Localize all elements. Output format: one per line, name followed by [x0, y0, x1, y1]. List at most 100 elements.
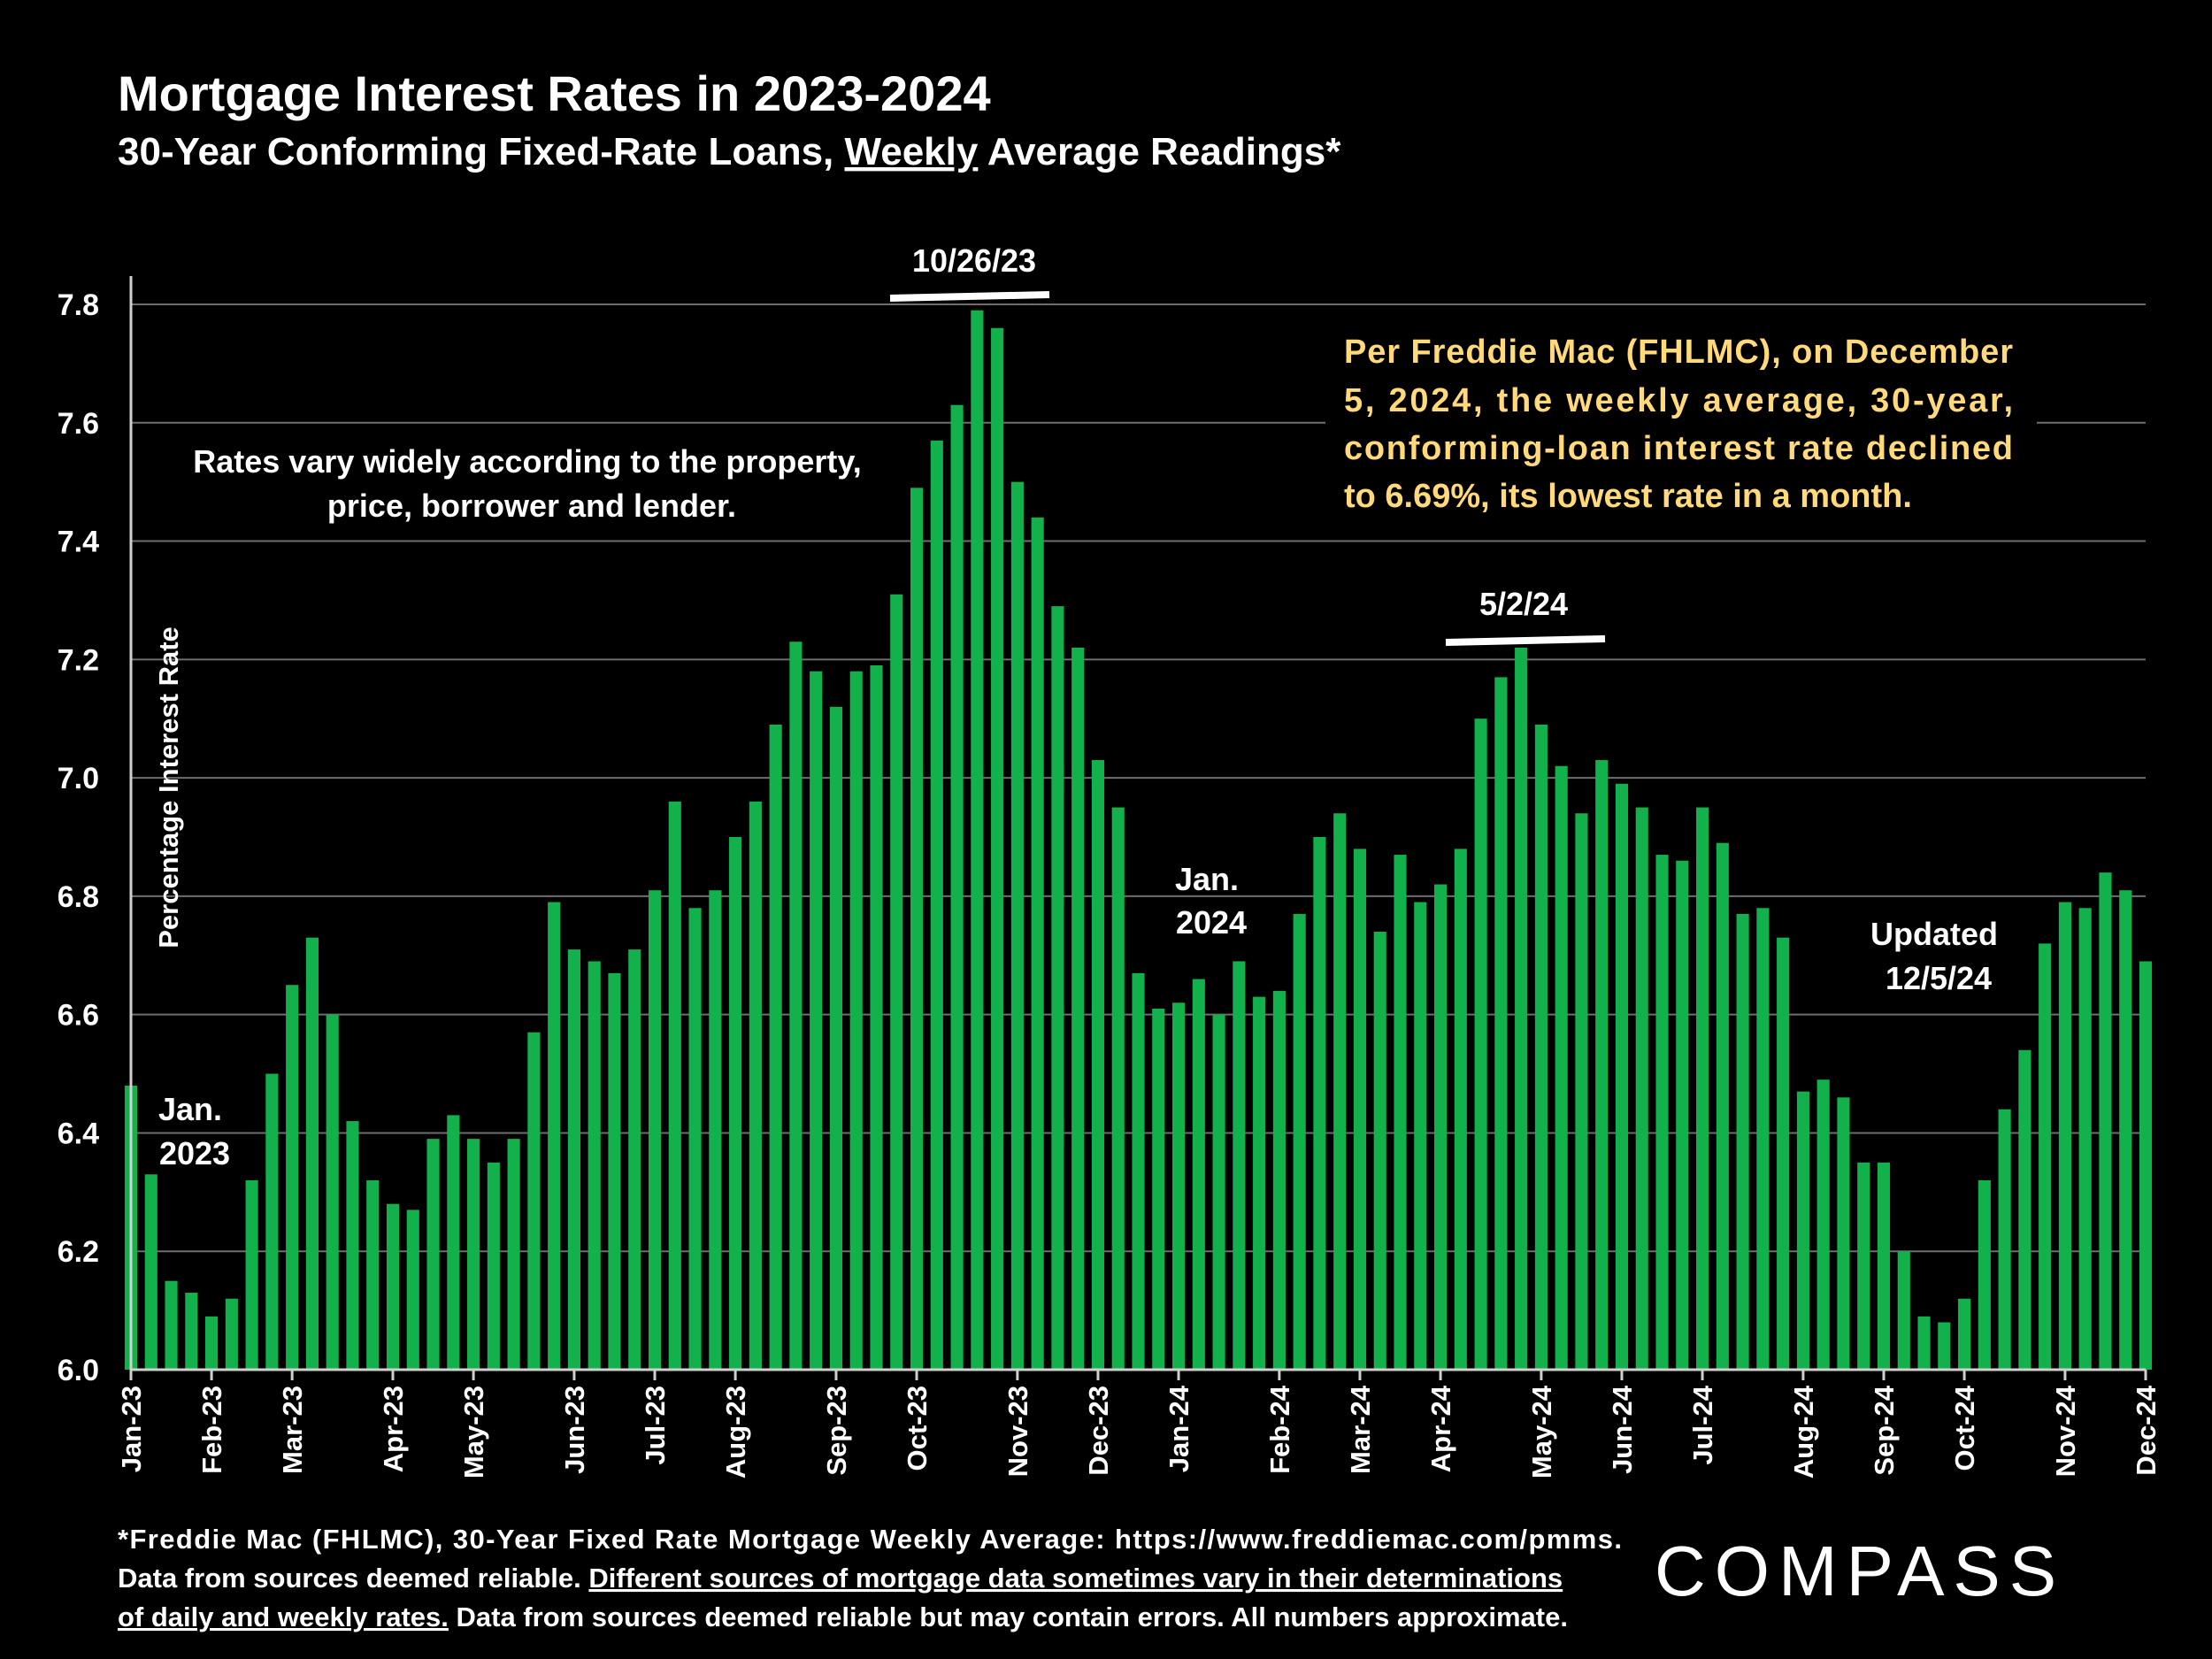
peak-0524-marker: [1445, 635, 1606, 646]
compass-logo: COMPASS: [1655, 1532, 2065, 1610]
x-tick-label: Jul-24: [1687, 1385, 1718, 1464]
bar: [1796, 1091, 1809, 1370]
bar: [1494, 677, 1508, 1370]
x-tick-label: Jun-23: [559, 1386, 590, 1474]
jan-2024-label: Jan. 2024: [1175, 861, 1248, 941]
bar: [769, 724, 782, 1370]
bar: [870, 665, 883, 1370]
bar: [1010, 481, 1024, 1370]
bar: [2078, 908, 2092, 1370]
bar: [1433, 884, 1448, 1370]
bar: [971, 310, 984, 1370]
bar: [346, 1121, 359, 1370]
bar: [950, 404, 964, 1370]
bar: [1615, 783, 1629, 1370]
bar: [588, 961, 601, 1370]
y-tick-label: 7.8: [58, 288, 99, 322]
x-tick-label: Sep-24: [1869, 1385, 1900, 1475]
x-tick-label: May-24: [1526, 1385, 1557, 1479]
footer-line-2-plain: Data from sources deemed reliable.: [118, 1563, 588, 1594]
x-tick-label: Aug-23: [720, 1386, 751, 1479]
y-tick-label: 7.6: [58, 407, 99, 441]
subtitle-part-3: Average Readings*: [978, 130, 1341, 173]
bar: [648, 890, 662, 1370]
freddie-note-line-1: Per Freddie Mac (FHLMC), on December: [1344, 334, 2013, 371]
bar: [709, 890, 722, 1370]
bar: [1897, 1251, 1910, 1370]
x-tick-label: Dec-24: [2131, 1385, 2162, 1475]
bar: [1978, 1179, 1991, 1370]
bar: [668, 801, 681, 1370]
x-tick-label: Oct-24: [1949, 1385, 1980, 1471]
bar: [2018, 1049, 2032, 1370]
footer-line-3-plain: Data from sources deemed reliable but ma…: [449, 1601, 1568, 1632]
x-axis: Jan-23 Feb-23 Mar-23 Apr-23 May-23 Jun-23 Jul-…: [116, 276, 2162, 1479]
bar: [810, 671, 823, 1370]
bar: [1192, 979, 1205, 1370]
bar: [326, 1014, 339, 1370]
bar: [1373, 932, 1386, 1370]
bar: [1353, 849, 1367, 1370]
bar: [406, 1210, 419, 1370]
bar: [1111, 807, 1125, 1370]
bar: [628, 949, 641, 1370]
bar: [1917, 1316, 1931, 1370]
bar: [1515, 647, 1528, 1370]
bar: [265, 1073, 279, 1370]
x-tick-label: Feb-24: [1264, 1385, 1295, 1474]
bar: [447, 1115, 460, 1370]
bar: [245, 1179, 258, 1370]
bar: [1071, 647, 1085, 1370]
bar: [185, 1293, 198, 1370]
bar: [910, 488, 924, 1370]
bar: [1958, 1298, 1971, 1370]
y-tick-label: 6.8: [58, 880, 99, 914]
bars: [124, 310, 2153, 1370]
bar: [366, 1179, 380, 1370]
peak-0524-label: 5/2/24: [1479, 586, 1568, 622]
chart-title: Mortgage Interest Rates in 2023-2024: [118, 65, 991, 121]
bar: [165, 1280, 178, 1370]
bar: [386, 1203, 400, 1370]
bar: [1333, 813, 1347, 1370]
bar: [1293, 913, 1306, 1370]
bar: [144, 1174, 157, 1370]
bar: [286, 985, 299, 1370]
x-tick-label: Apr-24: [1425, 1385, 1456, 1472]
y-tick-label: 6.0: [58, 1354, 99, 1387]
bar: [1938, 1322, 1951, 1370]
jan-2023-label: Jan. 2023: [158, 1091, 231, 1171]
x-tick-label: Jan-23: [116, 1386, 147, 1472]
rates-vary-note: Rates vary widely according to the prope…: [193, 443, 871, 524]
bar: [1454, 849, 1467, 1370]
bar: [2139, 961, 2153, 1370]
footer-line-1: *Freddie Mac (FHLMC), 30-Year Fixed Rate…: [118, 1524, 1622, 1555]
bar: [1857, 1162, 1870, 1370]
x-tick-label: Jun-24: [1607, 1385, 1638, 1474]
bar: [1233, 961, 1246, 1370]
y-tick-label: 7.4: [58, 526, 99, 559]
bar: [567, 949, 580, 1370]
bar: [527, 1032, 541, 1370]
bar: [1837, 1097, 1850, 1370]
bar: [1414, 902, 1427, 1370]
bar: [890, 594, 903, 1370]
bar: [1716, 842, 1729, 1370]
bar: [548, 902, 561, 1370]
bar: [1152, 1008, 1165, 1370]
freddie-note-line-4: to 6.69%, its lowest rate in a month.: [1344, 478, 1912, 515]
bar: [1212, 1014, 1225, 1370]
subtitle-part-weekly: Weekly: [845, 130, 979, 173]
bar: [1534, 724, 1548, 1370]
bar: [849, 671, 863, 1370]
bar: [1253, 996, 1266, 1370]
bar: [1635, 807, 1648, 1370]
x-tick-label: Oct-23: [902, 1386, 933, 1471]
y-tick-label: 7.0: [58, 762, 99, 795]
x-tick-label: Apr-23: [378, 1386, 409, 1472]
bar: [729, 837, 742, 1370]
footer-line-3-underlined: of daily and weekly rates.: [118, 1601, 449, 1632]
x-tick-label: Mar-23: [277, 1386, 308, 1474]
bar: [2058, 902, 2071, 1370]
